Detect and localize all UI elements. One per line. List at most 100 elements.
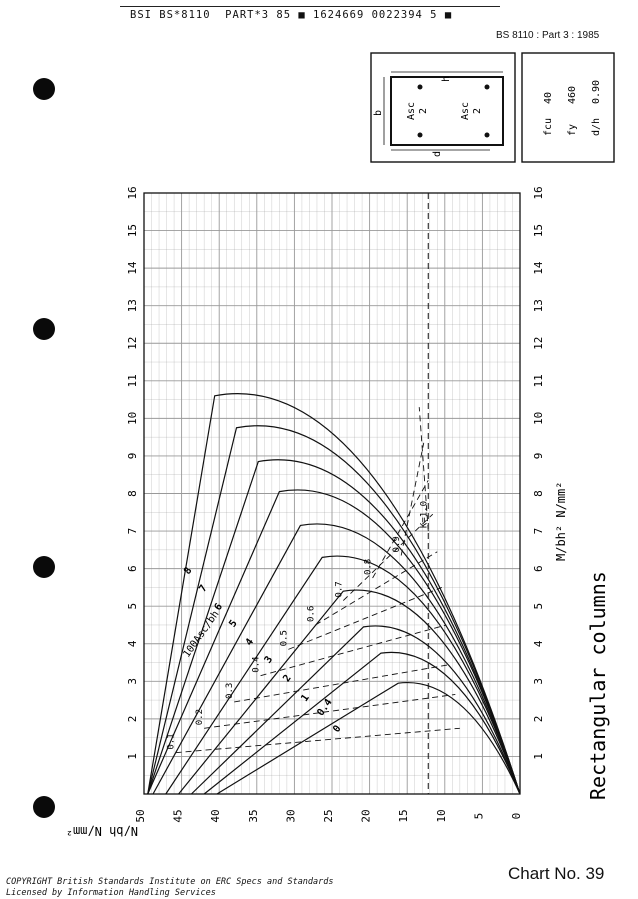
section-steel-left-divisor: 2 bbox=[418, 108, 429, 114]
series-label: 1 bbox=[299, 693, 311, 704]
m-tick-label-right: 2 bbox=[532, 716, 545, 723]
m-tick-label-left: 6 bbox=[126, 565, 139, 572]
m-tick-label-right: 1 bbox=[532, 753, 545, 760]
section-label-b: b bbox=[373, 110, 384, 116]
m-tick-label-right: 16 bbox=[532, 186, 545, 199]
n-tick-label: 25 bbox=[322, 809, 335, 822]
series-label: 2 bbox=[281, 673, 293, 684]
k-line-label: 0.3 bbox=[225, 683, 235, 699]
m-tick-label-left: 10 bbox=[126, 412, 139, 425]
m-tick-label-right: 8 bbox=[532, 490, 545, 497]
n-tick-label: 0 bbox=[510, 813, 523, 820]
m-tick-label-left: 7 bbox=[126, 528, 139, 535]
interaction-curve bbox=[147, 393, 521, 795]
m-tick-label-right: 4 bbox=[532, 640, 545, 647]
k-dashed-line bbox=[260, 624, 447, 677]
header-rule bbox=[120, 6, 500, 7]
k-dashed-line bbox=[315, 551, 438, 626]
interaction-curve bbox=[147, 425, 521, 795]
m-tick-label-left: 4 bbox=[126, 640, 139, 647]
k-line-label: 0.7 bbox=[334, 581, 344, 597]
m-tick-label-right: 12 bbox=[532, 337, 545, 350]
interaction-curve bbox=[147, 459, 521, 795]
k-line-label: 0.1 bbox=[167, 733, 177, 749]
section-steel-left-label: Asc bbox=[406, 102, 417, 120]
interaction-curve bbox=[190, 625, 521, 795]
k-line-label: 0.8 bbox=[364, 559, 374, 575]
punch-hole-4 bbox=[33, 796, 55, 818]
m-tick-label-right: 9 bbox=[532, 453, 545, 460]
interaction-curve bbox=[152, 523, 521, 795]
parameter-box: fcu 40 fy 460 d/h 0.90 bbox=[521, 52, 615, 163]
plot-frame bbox=[143, 192, 521, 795]
y-axis-label: N/bh N/mm² bbox=[66, 824, 138, 838]
m-tick-label-left: 3 bbox=[126, 678, 139, 685]
interaction-curve bbox=[147, 489, 521, 795]
k-dashed-line bbox=[175, 727, 460, 754]
m-tick-label-left: 9 bbox=[126, 453, 139, 460]
section-label-d: d bbox=[432, 151, 443, 157]
k-line-label: 0.9 bbox=[392, 536, 402, 552]
m-tick-label-right: 11 bbox=[532, 374, 545, 387]
punch-hole-2 bbox=[33, 318, 55, 340]
param-dh-value: 0.90 bbox=[591, 80, 602, 104]
k-line-label: K=1.0 bbox=[419, 501, 429, 528]
chart-title: Rectangular columns bbox=[586, 571, 610, 800]
n-tick-label: 35 bbox=[247, 809, 260, 822]
n-tick-label: 30 bbox=[284, 809, 297, 822]
k-dashed-line bbox=[288, 586, 442, 650]
m-tick-label-right: 10 bbox=[532, 412, 545, 425]
section-label-h: h bbox=[441, 76, 452, 82]
k-dashed-line bbox=[204, 694, 456, 729]
punch-hole-1 bbox=[33, 78, 55, 100]
n-tick-label: 10 bbox=[435, 809, 448, 822]
copyright-line-2: Licensed by Information Handling Service… bbox=[6, 888, 216, 898]
m-tick-label-left: 14 bbox=[126, 261, 139, 275]
param-fy-symbol: fy bbox=[567, 124, 578, 136]
interaction-curve bbox=[165, 555, 521, 795]
series-label: 5 bbox=[227, 618, 239, 629]
m-tick-label-left: 15 bbox=[126, 224, 139, 237]
param-fcu-symbol: fcu bbox=[543, 118, 554, 136]
m-tick-label-left: 1 bbox=[126, 753, 139, 760]
n-tick-label: 50 bbox=[134, 809, 147, 822]
m-tick-label-left: 2 bbox=[126, 716, 139, 723]
x-axis-label: M/bh² N/mm² bbox=[554, 482, 568, 561]
param-fcu-value: 40 bbox=[543, 92, 554, 104]
m-tick-label-left: 5 bbox=[126, 603, 139, 610]
k-line-label: 0.5 bbox=[279, 630, 289, 646]
m-tick-label-left: 11 bbox=[126, 374, 139, 387]
k-dashed-line bbox=[234, 663, 451, 703]
series-label: 0 bbox=[331, 724, 343, 735]
section-diagram: h b d Asc 2 Asc 2 bbox=[370, 52, 516, 163]
m-tick-label-right: 14 bbox=[532, 261, 545, 275]
m-tick-label-right: 7 bbox=[532, 528, 545, 535]
n-tick-label: 15 bbox=[397, 809, 410, 822]
m-tick-label-left: 13 bbox=[126, 299, 139, 312]
n-tick-label: 40 bbox=[209, 809, 222, 822]
m-tick-label-right: 6 bbox=[532, 565, 545, 572]
m-tick-label-right: 15 bbox=[532, 224, 545, 237]
k-dashed-line bbox=[372, 480, 429, 579]
chart-number: Chart No. 39 bbox=[508, 864, 605, 883]
m-tick-label-left: 8 bbox=[126, 490, 139, 497]
interaction-curves bbox=[147, 193, 521, 795]
section-steel-right-divisor: 2 bbox=[472, 108, 483, 114]
k-line-label: 0.6 bbox=[306, 606, 316, 622]
series-label: 8 bbox=[182, 565, 194, 576]
m-tick-label-left: 16 bbox=[126, 186, 139, 199]
interaction-curve bbox=[216, 681, 521, 795]
standard-reference: BS 8110 : Part 3 : 1985 bbox=[496, 30, 600, 41]
series-label: 7 bbox=[197, 583, 209, 594]
param-fy-value: 460 bbox=[567, 86, 578, 104]
n-tick-label: 5 bbox=[472, 813, 485, 820]
interaction-curve bbox=[203, 651, 521, 795]
n-tick-label: 20 bbox=[360, 809, 373, 822]
m-tick-label-left: 12 bbox=[126, 337, 139, 350]
k-dashed-line bbox=[342, 513, 434, 601]
n-tick-label: 45 bbox=[172, 809, 185, 822]
k-line-label: 0.4 bbox=[252, 656, 262, 672]
copyright-line-1: COPYRIGHT British Standards Institute on… bbox=[6, 877, 334, 887]
header-code-line: BSI BS*8110 PART*3 85 ■ 1624669 0022394 … bbox=[130, 9, 453, 21]
